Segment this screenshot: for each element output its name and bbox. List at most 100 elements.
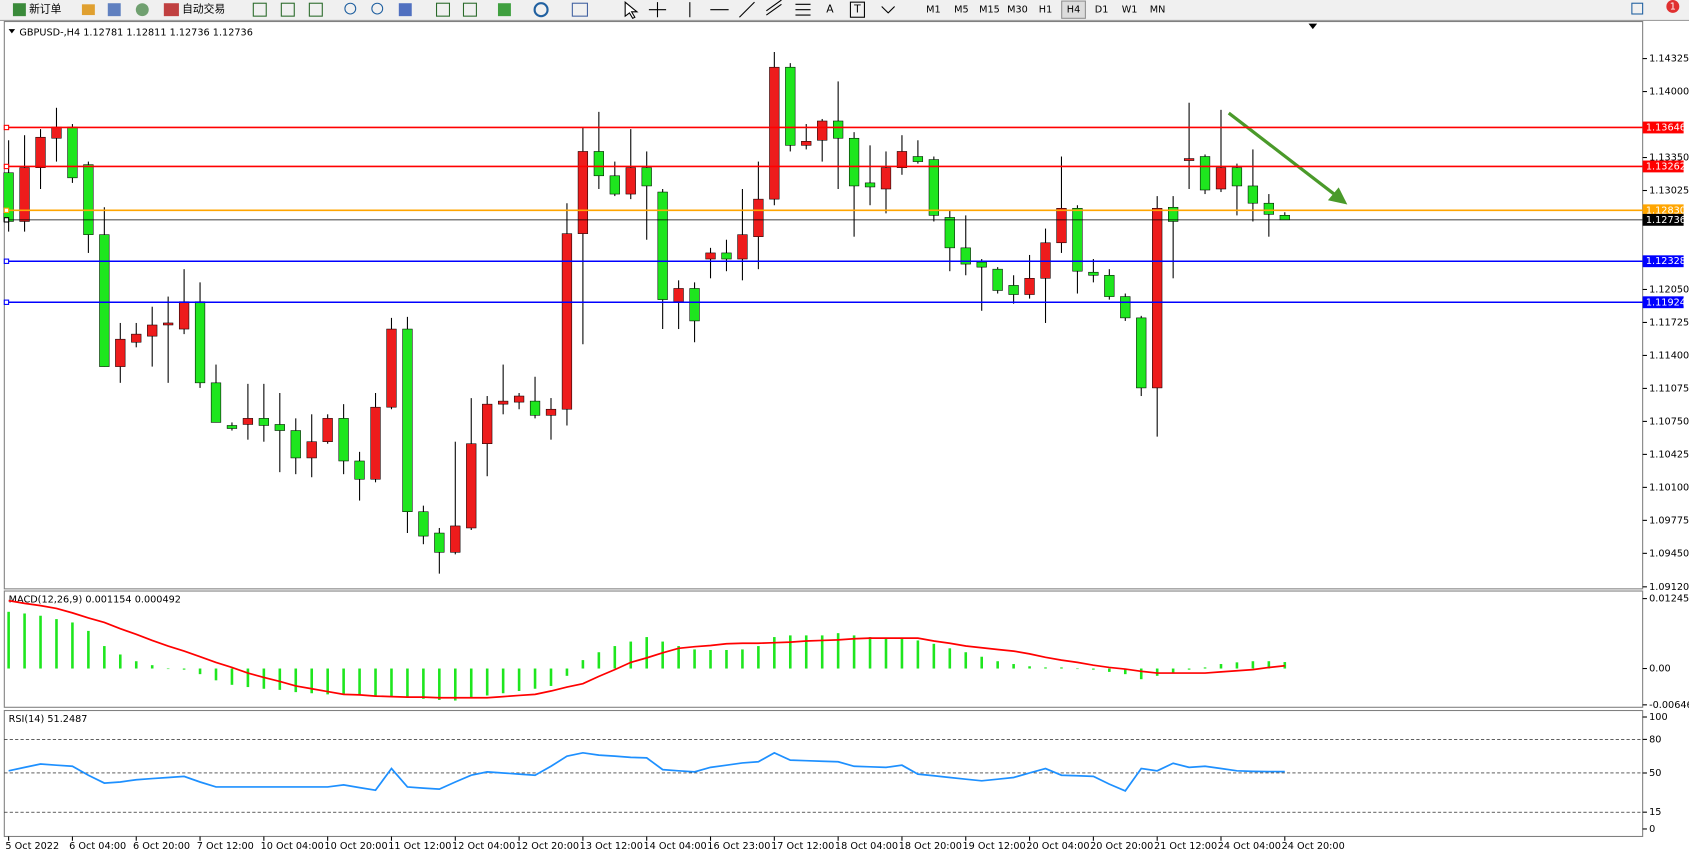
candle-body: [35, 136, 46, 168]
candle-body: [1152, 208, 1163, 389]
y-tick-label: 50: [1649, 768, 1661, 779]
tool-icon[interactable]: [571, 2, 588, 17]
tool-icon[interactable]: [462, 2, 477, 17]
candle-body: [434, 532, 445, 553]
level-label-box: [1642, 160, 1684, 173]
candle-body: [609, 175, 620, 195]
macd-value: 0.001154: [85, 595, 131, 606]
tool-icon[interactable]: [497, 3, 511, 17]
tool-icon[interactable]: [107, 3, 121, 17]
candle-body: [274, 424, 285, 431]
candle-body: [689, 288, 700, 322]
x-tick-label: 6 Oct 20:00: [133, 841, 190, 852]
macd-bar: [166, 668, 170, 670]
macd-bar: [597, 652, 601, 669]
timeframe-button[interactable]: H4: [1067, 5, 1080, 16]
macd-bar: [788, 635, 792, 669]
macd-bar: [565, 668, 569, 676]
candle-body: [864, 182, 876, 188]
header-close: 1.12736: [213, 27, 253, 38]
macd-bar: [1171, 668, 1175, 674]
macd-bar: [916, 640, 920, 669]
candle-body: [737, 234, 748, 260]
x-tick-label: 12 Oct 20:00: [516, 841, 579, 852]
candle-body: [673, 288, 684, 302]
candle-body: [322, 418, 333, 442]
new-order-label[interactable]: 新订单: [29, 3, 62, 16]
macd-bar: [1251, 661, 1255, 669]
x-tick-label: 13 Oct 12:00: [580, 841, 643, 852]
candle-body: [226, 425, 238, 429]
auto-trade-icon[interactable]: [163, 3, 179, 17]
timeframe-button[interactable]: W1: [1122, 5, 1138, 16]
badge-circle[interactable]: [1666, 0, 1680, 13]
macd-bar: [964, 652, 968, 669]
tool-icon[interactable]: [398, 3, 412, 17]
candle-body: [306, 441, 317, 459]
rsi-line: [8, 751, 1285, 792]
text-tool[interactable]: A: [826, 3, 834, 16]
candle-body: [99, 234, 110, 367]
timeframe-button[interactable]: M15: [979, 5, 1000, 16]
x-tick-label: 18 Oct 04:00: [835, 841, 898, 852]
zoom-out-icon[interactable]: [371, 2, 384, 15]
rsi-header: RSI(14) 51.2487: [9, 714, 88, 725]
channel-icon[interactable]: [766, 0, 782, 16]
y-tick-label: 1.11400: [1649, 350, 1689, 361]
macd-bar: [1092, 668, 1095, 670]
tool-icon[interactable]: [308, 2, 323, 17]
candle-body: [163, 322, 174, 326]
candle-body: [1072, 208, 1083, 272]
candle-body: [210, 382, 222, 423]
candle-body: [51, 126, 62, 139]
macd-bar: [55, 619, 58, 669]
level-label: 1.13262: [1646, 161, 1686, 172]
arrow-tool-icon[interactable]: [881, 6, 896, 14]
header-open: 1.12781: [83, 27, 123, 38]
candle-body: [1056, 208, 1067, 244]
label-tool[interactable]: T: [853, 3, 861, 16]
timeframe-button[interactable]: MN: [1150, 5, 1166, 16]
cursor-icon[interactable]: [624, 1, 639, 20]
zoom-in-icon[interactable]: [344, 2, 357, 15]
macd-bar: [262, 668, 266, 689]
candle-body: [402, 328, 413, 513]
tool-icon[interactable]: [280, 2, 295, 17]
timeframe-button[interactable]: D1: [1095, 5, 1109, 16]
tool-icon[interactable]: [135, 3, 149, 17]
timeframe-button[interactable]: H1: [1039, 5, 1052, 16]
trendline-icon[interactable]: [739, 1, 755, 18]
candle-body: [577, 151, 589, 234]
tool-icon[interactable]: [533, 2, 549, 18]
y-tick-label: 100: [1649, 712, 1668, 723]
macd-bar: [932, 643, 936, 669]
macd-bar: [709, 649, 712, 669]
label-tool-box[interactable]: [849, 1, 865, 18]
candle-body: [418, 511, 429, 537]
tool-icon[interactable]: [435, 2, 451, 17]
search-icon[interactable]: [1631, 2, 1644, 15]
candle-body: [513, 395, 525, 403]
active-timeframe[interactable]: [1061, 0, 1086, 19]
fibo-icon[interactable]: [795, 3, 811, 16]
timeframe-button[interactable]: M5: [954, 5, 969, 16]
timeframe-button[interactable]: M1: [926, 5, 941, 16]
tool-icon[interactable]: [252, 2, 267, 17]
x-tick-label: 19 Oct 12:00: [963, 841, 1026, 852]
macd-signal-line: [8, 599, 1285, 699]
macd-bar: [23, 613, 26, 669]
tool-icon[interactable]: [81, 4, 95, 16]
auto-trade-label[interactable]: 自动交易: [182, 3, 225, 16]
x-tick-label: 18 Oct 20:00: [899, 841, 962, 852]
badge-count[interactable]: 1: [1670, 1, 1676, 12]
candle-body: [801, 141, 812, 146]
candle-body: [498, 400, 509, 405]
new-order-icon[interactable]: [12, 3, 26, 17]
crosshair-icon[interactable]: [648, 2, 667, 18]
macd-bar: [773, 637, 776, 669]
timeframe-button[interactable]: M30: [1007, 5, 1028, 16]
macd-bar: [1203, 667, 1207, 669]
y-tick-label: 1.10750: [1649, 416, 1689, 427]
macd-bar: [1155, 668, 1159, 676]
header-arrow: [8, 29, 16, 34]
